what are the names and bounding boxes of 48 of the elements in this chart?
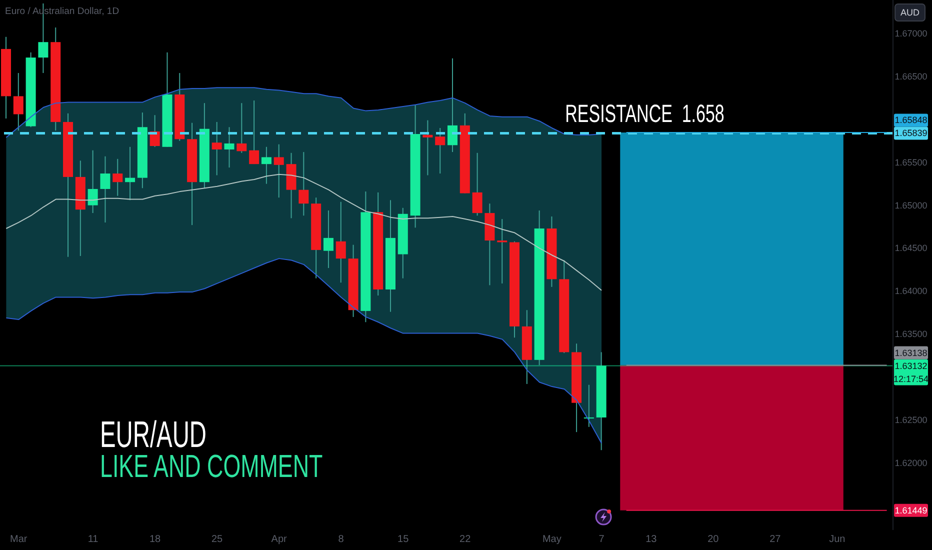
- candlestick: [472, 152, 482, 216]
- annotation: RESISTANCE 1.658: [565, 100, 724, 128]
- x-tick-label: Mar: [10, 534, 28, 546]
- x-tick-label: 18: [149, 534, 162, 546]
- x-tick-label: 7: [598, 534, 605, 546]
- x-tick-label: 27: [770, 534, 782, 546]
- candlestick: [422, 120, 433, 176]
- x-tick-label: Apr: [271, 534, 288, 546]
- ref-line-label: 1.65848: [894, 115, 928, 126]
- y-tick-label: 1.64500: [894, 243, 928, 254]
- y-tick-label: 1.67000: [894, 28, 928, 38]
- ref-line-label: 1.65839: [894, 128, 928, 138]
- y-tick-label: 1.62500: [894, 415, 928, 426]
- x-tick-label: 20: [708, 534, 720, 546]
- candlestick: [224, 126, 234, 168]
- candlestick: [13, 72, 24, 132]
- candlestick: [212, 121, 222, 176]
- candlestick: [274, 144, 284, 198]
- x-tick-label: 25: [211, 534, 224, 546]
- y-tick-label: 1.65000: [894, 200, 928, 210]
- candlestick: [298, 152, 309, 216]
- x-tick-label: 15: [398, 534, 410, 546]
- line-series: [6, 174, 602, 291]
- candlestick: [323, 210, 334, 269]
- candlestick: [435, 127, 446, 174]
- candlestick: [125, 146, 136, 201]
- x-tick-label: 22: [460, 534, 472, 546]
- x-tick-label: Jun: [829, 534, 846, 546]
- y-axis-title: AUD: [900, 8, 920, 18]
- candlestick: [88, 150, 98, 214]
- y-tick-label: 1.66500: [894, 71, 928, 82]
- candlestick: [249, 100, 260, 165]
- candlestick: [100, 156, 110, 223]
- y-tick-label: 1.64000: [894, 286, 928, 296]
- y-tick-label: 1.62000: [894, 458, 928, 468]
- candlestick: [236, 102, 247, 154]
- ref-line-label: 1.63138: [894, 348, 928, 358]
- candlestick: [112, 158, 123, 196]
- y-tick-label: 1.65500: [894, 157, 928, 168]
- x-tick-label: 13: [646, 534, 658, 546]
- x-tick-label: 11: [88, 534, 99, 546]
- x-tick-label: May: [542, 534, 562, 546]
- x-tick-label: 8: [338, 534, 344, 546]
- candlestick: [336, 201, 346, 284]
- y-tick-label: 1.63500: [894, 329, 928, 340]
- candlestick: [448, 58, 458, 153]
- ref-line-label: 1.61449: [894, 505, 928, 516]
- candlestick: [261, 146, 272, 184]
